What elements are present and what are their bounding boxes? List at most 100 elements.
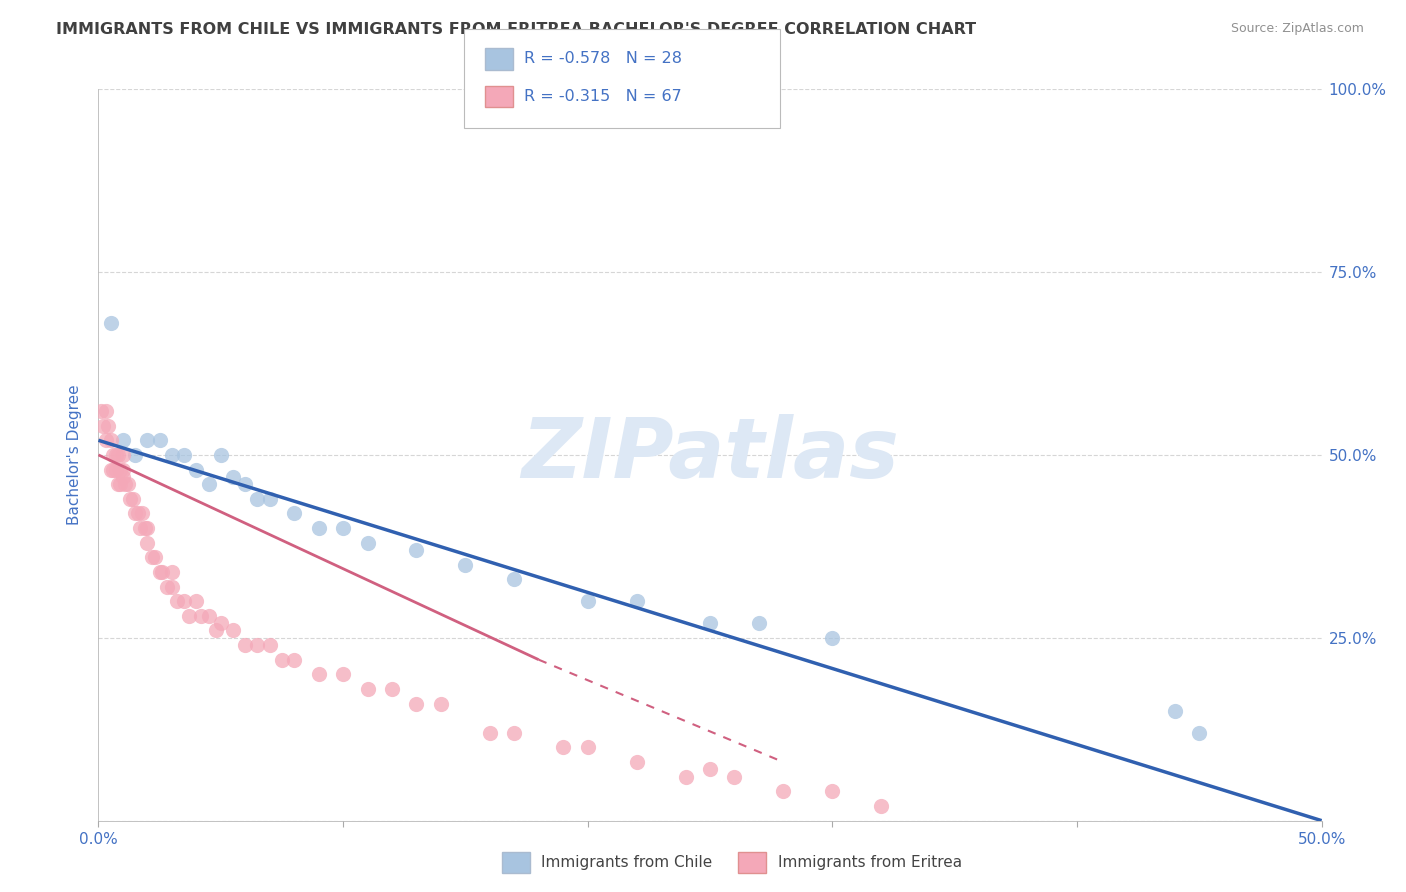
Point <box>156 580 179 594</box>
Point <box>430 697 453 711</box>
Point <box>233 477 256 491</box>
Point <box>576 594 599 608</box>
Point <box>222 624 245 638</box>
Point <box>160 565 183 579</box>
Point <box>104 448 127 462</box>
Point <box>772 784 794 798</box>
Point <box>723 770 745 784</box>
Point <box>91 418 114 433</box>
Point <box>222 470 245 484</box>
Point <box>259 491 281 506</box>
Point <box>405 697 427 711</box>
Point <box>381 681 404 696</box>
Point <box>454 558 477 572</box>
Point <box>121 491 143 506</box>
Point <box>100 316 122 330</box>
Y-axis label: Bachelor's Degree: Bachelor's Degree <box>67 384 83 525</box>
Point <box>209 448 232 462</box>
Point <box>177 608 200 623</box>
Point <box>186 462 208 476</box>
Point <box>503 726 526 740</box>
Point <box>405 543 427 558</box>
Point <box>197 477 219 491</box>
Point <box>870 799 893 814</box>
Point <box>107 477 129 491</box>
Point <box>111 434 134 448</box>
Point <box>626 594 648 608</box>
Text: Immigrants from Chile: Immigrants from Chile <box>541 855 713 870</box>
Point <box>160 580 183 594</box>
Point <box>127 507 149 521</box>
Point <box>283 653 305 667</box>
Point <box>821 784 844 798</box>
Point <box>111 448 134 462</box>
Point <box>129 521 152 535</box>
Point <box>173 448 195 462</box>
Point <box>503 572 526 586</box>
Point <box>110 477 132 491</box>
Text: Immigrants from Eritrea: Immigrants from Eritrea <box>778 855 962 870</box>
Point <box>97 418 120 433</box>
Point <box>160 448 183 462</box>
Point <box>190 608 212 623</box>
Point <box>821 631 844 645</box>
Point <box>748 616 770 631</box>
Point <box>246 491 269 506</box>
Point <box>104 462 127 476</box>
Point <box>94 404 117 418</box>
Point <box>131 507 153 521</box>
Point <box>332 521 354 535</box>
Point <box>553 740 575 755</box>
Point <box>356 535 378 549</box>
Point <box>197 608 219 623</box>
Point <box>117 477 139 491</box>
Point <box>134 521 156 535</box>
Point <box>699 763 721 777</box>
Point <box>1188 726 1211 740</box>
Point <box>332 667 354 681</box>
Point <box>101 448 124 462</box>
Point <box>259 638 281 652</box>
Point <box>149 565 172 579</box>
Point <box>626 755 648 769</box>
Point <box>107 448 129 462</box>
Point <box>143 550 166 565</box>
Text: R = -0.578   N = 28: R = -0.578 N = 28 <box>524 52 682 66</box>
Point <box>173 594 195 608</box>
Point <box>576 740 599 755</box>
Point <box>94 434 117 448</box>
Point <box>111 470 134 484</box>
Point <box>205 624 228 638</box>
Text: ZIPatlas: ZIPatlas <box>522 415 898 495</box>
Point <box>270 653 294 667</box>
Point <box>90 404 112 418</box>
Point <box>209 616 232 631</box>
Point <box>149 434 172 448</box>
Point <box>283 507 305 521</box>
Point <box>124 448 146 462</box>
Point <box>111 462 134 476</box>
Point <box>136 535 159 549</box>
Point <box>101 462 124 476</box>
Point <box>136 521 159 535</box>
Point <box>233 638 256 652</box>
Point <box>100 434 122 448</box>
Point <box>136 434 159 448</box>
Point <box>186 594 208 608</box>
Point <box>675 770 697 784</box>
Point <box>356 681 378 696</box>
Point <box>120 491 142 506</box>
Point <box>114 477 136 491</box>
Point <box>166 594 188 608</box>
Point <box>141 550 163 565</box>
Point <box>150 565 173 579</box>
Point <box>1164 704 1187 718</box>
Point <box>308 667 330 681</box>
Point <box>308 521 330 535</box>
Point <box>124 507 146 521</box>
Text: IMMIGRANTS FROM CHILE VS IMMIGRANTS FROM ERITREA BACHELOR'S DEGREE CORRELATION C: IMMIGRANTS FROM CHILE VS IMMIGRANTS FROM… <box>56 22 976 37</box>
Text: R = -0.315   N = 67: R = -0.315 N = 67 <box>524 89 682 103</box>
Point <box>699 616 721 631</box>
Point <box>478 726 501 740</box>
Point <box>246 638 269 652</box>
